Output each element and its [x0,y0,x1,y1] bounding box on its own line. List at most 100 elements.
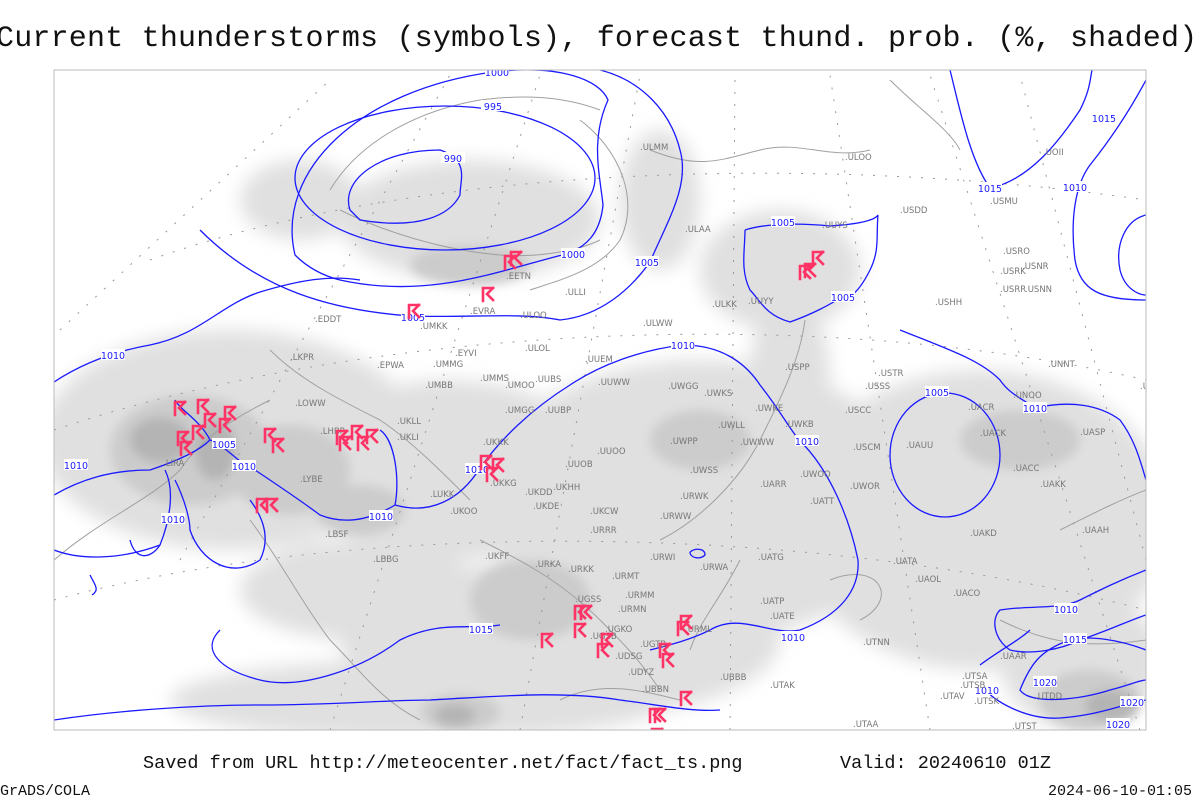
isobar-label: 1010 [369,510,393,523]
station-label: .UNNT [1048,360,1076,370]
svg-text:990: 990 [444,154,462,165]
isobar-label: 1020 [1120,696,1144,709]
isobar-label: 1010 [975,684,999,697]
isobar-label: 1000 [561,248,585,261]
station-label: .UWGG [668,382,699,392]
station-label: .LBBG [373,555,399,565]
station-label: .LIRA [163,459,185,469]
generation-timestamp: 2024-06-10-01:05 [1047,783,1192,800]
svg-text:1005: 1005 [401,313,425,324]
isobar-label: 1010 [64,459,88,472]
svg-text:1010: 1010 [671,341,695,352]
station-label: .UTAV [940,692,965,702]
station-labels: .ULMM .ULOO .ULAA .USDD .UUYS .USMU .UOII .USRO… [163,143,1167,732]
station-label: .USMU [990,197,1018,207]
thunderstorm-icon [481,286,495,303]
station-label: .ULAA [685,225,711,235]
graticule [54,74,1146,730]
thunderstorm-icon [265,497,279,514]
isobar-label: 1010 [781,631,805,644]
svg-text:1010: 1010 [369,512,393,523]
station-label: .ULKK [712,300,737,310]
svg-text:1010: 1010 [161,515,185,526]
station-label: .EVRA [470,307,495,317]
svg-text:1005: 1005 [771,218,795,229]
svg-text:1005: 1005 [635,258,659,269]
station-label: .UMOO [505,381,535,391]
thunderstorm-icon [407,303,421,320]
station-label: .LYBE [300,475,323,485]
station-label: .UARR [760,480,787,490]
station-label: .LKPR [290,353,314,363]
isobar-label: 1010 [1054,603,1078,616]
station-label: .UTAA [853,720,879,730]
station-label: .UAAH [1082,526,1109,536]
isobar-label: 1010 [101,349,125,362]
thunderstorm-icon [479,454,493,471]
svg-text:1010: 1010 [781,633,805,644]
station-label: .UUBP [545,406,571,416]
station-label: .URWW [660,512,692,522]
thunderstorm-icon [179,440,193,457]
svg-text:1015: 1015 [1092,114,1116,125]
station-label: .LBSF [325,530,349,540]
isobar-label: 1010 [1023,402,1047,415]
thunderstorm-icon [173,400,187,417]
station-label: .UBBB [720,673,747,683]
thunderstorm-icon [255,497,269,514]
software-credit: GrADS/COLA [0,783,91,800]
station-label: .UKDD [525,488,553,498]
isobar-label: 1020 [1033,676,1057,689]
station-label: .URWK [680,492,709,502]
station-label: .URRR [590,526,617,536]
station-label: .UACR [968,403,995,413]
station-label: .UATG [758,553,784,563]
isobar-label: 1005 [831,291,855,304]
svg-text:1010: 1010 [101,351,125,362]
station-label: .UKOO [450,507,478,517]
station-label: .USNR [1022,262,1049,272]
station-label: .EDDT [315,315,342,325]
station-label: .UWOO [800,470,831,480]
station-label: .UTST [1012,722,1038,732]
thunderstorm-icon [218,417,232,434]
thunderstorm-symbols [173,250,825,730]
svg-text:1005: 1005 [831,293,855,304]
isobar-label: 1020 [1106,718,1130,731]
station-label: .USRO [1003,247,1030,257]
station-label: .URWI [650,553,675,563]
station-label: .USDD [900,206,928,216]
station-label: .UTDD [1035,692,1063,702]
station-label: .UACO [953,589,981,599]
station-label: .ULMM [640,143,668,153]
station-label: .UAKK [1040,480,1066,490]
station-label: .UWWW [740,438,775,448]
thunderstorm-icon [811,250,825,267]
svg-text:1020: 1020 [1106,720,1130,731]
station-label: .UATE [770,612,795,622]
isobar-label: 1015 [1092,112,1116,125]
svg-text:1010: 1010 [465,465,489,476]
isobar-labels: 1000 995 990 1000 1005 1005 1010 1010 1005 1010 10… [64,68,1144,731]
station-label: .URMT [612,572,640,582]
isobar-label: 1015 [469,623,493,636]
thunderstorm-icon [573,622,587,639]
svg-text:1010: 1010 [795,437,819,448]
svg-text:1010: 1010 [975,686,999,697]
station-label: .ULOO [845,153,872,163]
isobar-label: 1015 [1063,633,1087,646]
station-label: .UGTB [640,640,666,650]
station-label: .UNBB [1140,382,1167,392]
isobar-label: 1010 [671,339,695,352]
svg-text:1000: 1000 [485,68,509,79]
isobar-label: 995 [481,100,505,113]
station-label: .UGSB [590,632,617,642]
station-label: .UMMS [480,374,509,384]
station-label: .UACC [1013,464,1040,474]
svg-text:1015: 1015 [1063,635,1087,646]
station-label: .ULLI [565,288,586,298]
station-label: .UASP [1080,428,1105,438]
isobar-label: 1010 [465,463,489,476]
svg-text:1000: 1000 [561,250,585,261]
station-label: .ULOL [525,344,550,354]
